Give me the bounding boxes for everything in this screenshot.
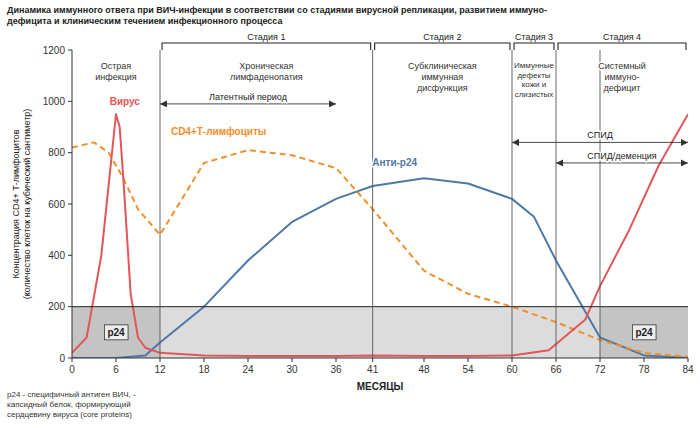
- stage-label: Стадия 4: [603, 32, 641, 42]
- span-label: Латентный период: [209, 92, 288, 102]
- stage-divider: [600, 50, 601, 358]
- marked-range-label-group: р24: [104, 325, 128, 340]
- phase-label: Иммунныедефектыкожи ислизистых: [514, 61, 554, 99]
- x-tick-label: 54: [462, 364, 474, 375]
- stage-brace: [375, 43, 510, 50]
- stage-divider: [512, 50, 513, 358]
- x-tick-label: 18: [198, 364, 210, 375]
- marked-range-label: р24: [107, 327, 125, 338]
- y-tick: [68, 101, 72, 102]
- x-tick-label: 60: [506, 364, 518, 375]
- x-tick: [292, 358, 293, 362]
- series-label: CD4+Т-лимфоциты: [171, 126, 267, 137]
- span-label: СПИД/деменция: [587, 151, 657, 161]
- span-arrow: [512, 142, 688, 143]
- x-tick: [160, 358, 161, 362]
- stage-divider: [556, 50, 557, 358]
- y-axis-label-group: Концентрация СD4+ Т-лимфоцитов(количеств…: [11, 109, 32, 300]
- y-tick-label: 1000: [43, 96, 66, 107]
- y-tick: [68, 255, 72, 256]
- series-line: [72, 114, 688, 356]
- x-tick-label: 36: [330, 364, 342, 375]
- x-tick: [424, 358, 425, 362]
- stage-divider: [160, 50, 161, 358]
- chart: Динамика иммунного ответа при ВИЧ-инфекц…: [0, 0, 700, 428]
- x-tick-label: 72: [594, 364, 606, 375]
- threshold-line: [72, 306, 688, 307]
- marked-range: [72, 307, 160, 358]
- danger-zone: [72, 307, 688, 358]
- series-line: [72, 178, 688, 358]
- x-tick: [600, 358, 601, 362]
- marked-range-label-box: [632, 325, 656, 340]
- phase-label: Остраяинфекция: [95, 61, 137, 82]
- x-tick: [72, 358, 73, 362]
- phase-label: Хроническаялимфаденопатия: [230, 61, 303, 82]
- marked-range-label-box: [104, 325, 128, 340]
- x-tick-label: 84: [682, 364, 694, 375]
- y-tick: [68, 358, 72, 359]
- x-tick-label: 66: [550, 364, 562, 375]
- x-tick: [644, 358, 645, 362]
- x-axis-label: МЕСЯЦЫ: [357, 381, 404, 392]
- y-tick-label: 400: [48, 250, 65, 261]
- marked-range: [600, 307, 688, 358]
- x-tick-label: 41: [367, 364, 379, 375]
- stage-label: Стадия 3: [515, 32, 553, 42]
- x-tick: [688, 358, 689, 362]
- title: Динамика иммунного ответа при ВИЧ-инфекц…: [7, 5, 547, 26]
- x-tick-label: 30: [286, 364, 298, 375]
- y-tick: [68, 152, 72, 153]
- span-label: СПИД: [587, 130, 613, 140]
- x-tick: [116, 358, 117, 362]
- x-tick: [372, 358, 373, 362]
- marked-range-label: р24: [635, 327, 653, 338]
- stage-brace: [514, 43, 554, 50]
- x-tick-label: 24: [242, 364, 254, 375]
- x-tick-label: 78: [638, 364, 650, 375]
- phase-label: Субклиническаяиммуннаядисфункция: [408, 61, 477, 93]
- x-tick-label: 12: [154, 364, 166, 375]
- series-label: Анти-р24: [372, 157, 417, 168]
- x-axis-line: [72, 358, 688, 359]
- x-tick: [556, 358, 557, 362]
- stage-brace: [558, 43, 686, 50]
- phase-label: Системныйиммуно-дефицит: [598, 61, 646, 93]
- x-tick: [248, 358, 249, 362]
- span-arrow: [160, 103, 336, 104]
- y-tick: [68, 204, 72, 205]
- stage-label: Стадия 2: [423, 32, 461, 42]
- x-tick-label: 6: [113, 364, 119, 375]
- y-tick-label: 1200: [43, 45, 66, 56]
- series-label: Вирус: [110, 96, 141, 107]
- y-tick-label: 800: [48, 147, 65, 158]
- x-tick: [468, 358, 469, 362]
- span-arrow: [556, 162, 688, 163]
- x-tick: [512, 358, 513, 362]
- y-tick-label: 600: [48, 199, 65, 210]
- stage-divider: [372, 50, 373, 358]
- series-line: [72, 142, 688, 356]
- footnote: р24 - специфичный антиген ВИЧ, -капсидны…: [7, 390, 136, 419]
- x-tick-label: 0: [69, 364, 75, 375]
- marked-range-label-group: р24: [632, 325, 656, 340]
- stage-label: Стадия 1: [247, 32, 285, 42]
- x-tick-label: 48: [418, 364, 430, 375]
- y-tick: [68, 306, 72, 307]
- plot-area: [72, 114, 688, 358]
- x-tick: [204, 358, 205, 362]
- y-tick-label: 0: [59, 353, 65, 364]
- x-tick: [336, 358, 337, 362]
- stage-brace: [162, 43, 371, 50]
- y-tick-label: 200: [48, 301, 65, 312]
- y-tick: [68, 50, 72, 51]
- y-axis-label: Концентрация СD4+ Т-лимфоцитов(количеств…: [11, 109, 32, 300]
